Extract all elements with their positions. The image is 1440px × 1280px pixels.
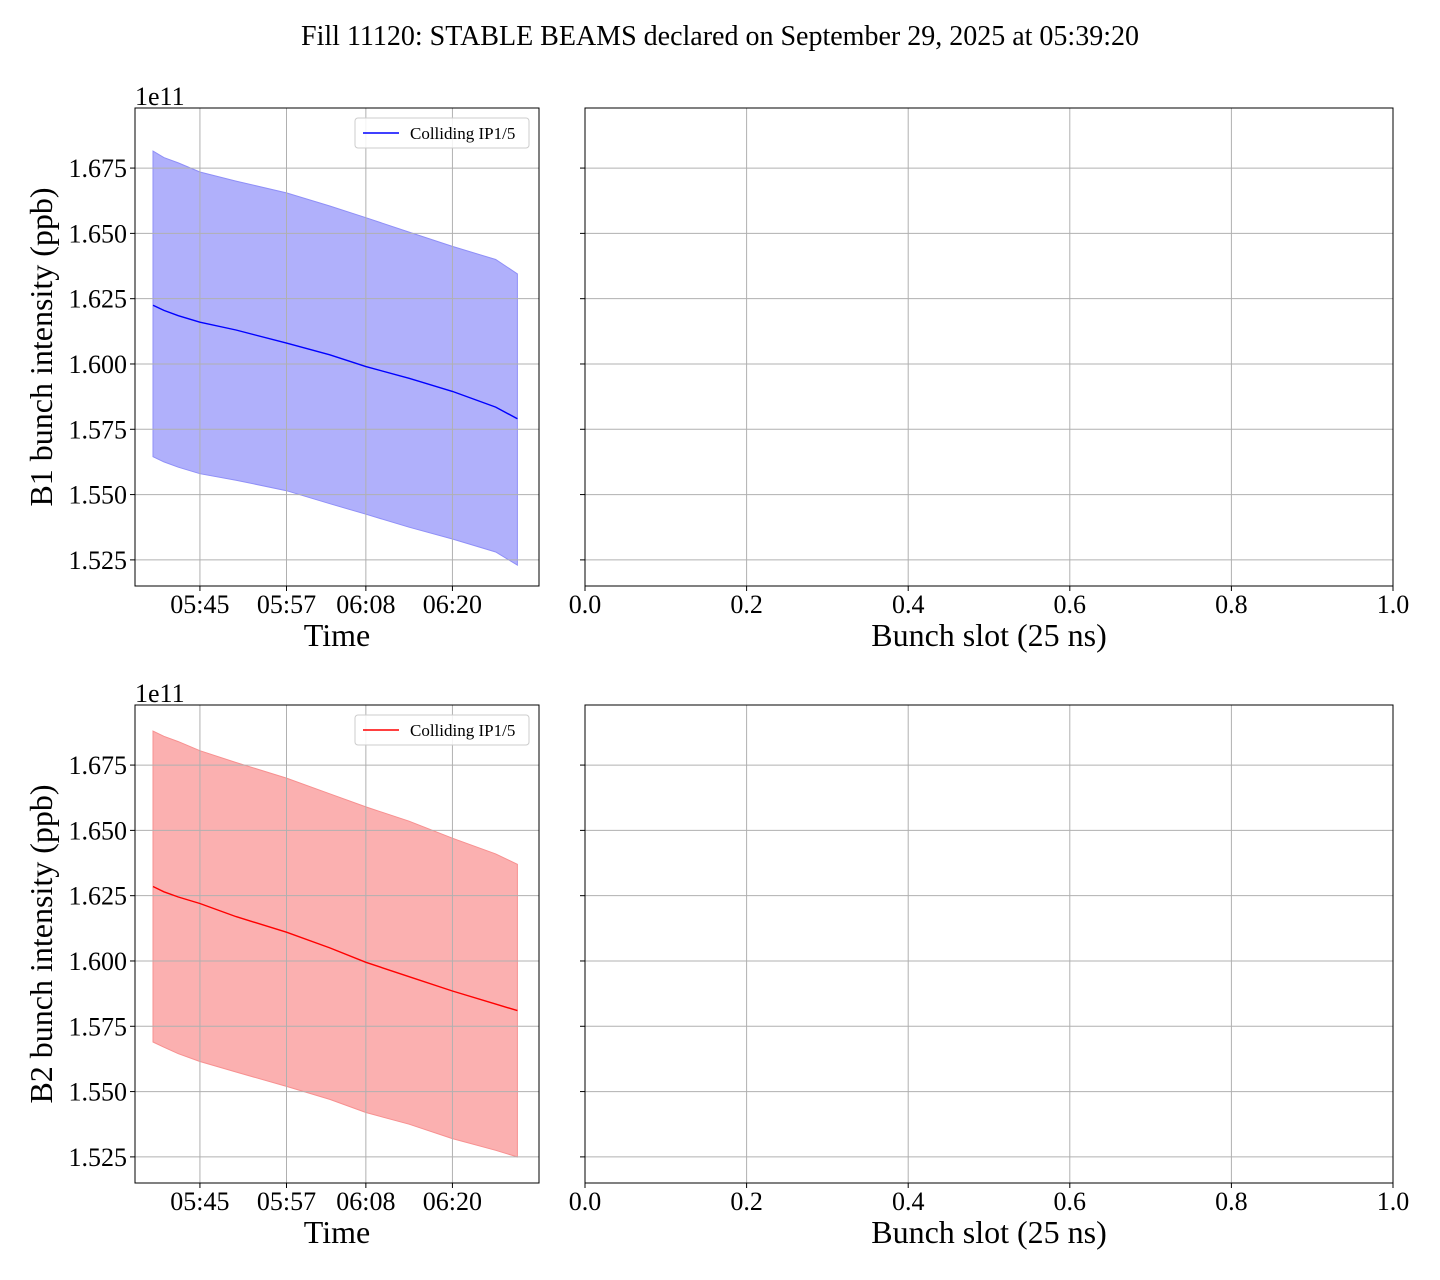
y-tick-label: 1.600 bbox=[69, 947, 128, 976]
x-tick-label: 1.0 bbox=[1377, 590, 1410, 619]
legend-box bbox=[354, 714, 530, 746]
legend-label: Colliding IP1/5 bbox=[410, 124, 515, 143]
y-tick-label: 1.575 bbox=[69, 415, 128, 444]
y-tick-label: 1.675 bbox=[69, 751, 128, 780]
legend: Colliding IP1/5 bbox=[354, 117, 530, 149]
axes-frame bbox=[134, 704, 540, 1184]
y-tick-label: 1.550 bbox=[69, 481, 128, 510]
y-tick-label: 1.525 bbox=[69, 546, 128, 575]
x-axis-label: Time bbox=[304, 617, 370, 653]
axes-frame bbox=[134, 107, 540, 587]
y-tick-label: 1.625 bbox=[69, 285, 128, 314]
y-offset-label: 1e11 bbox=[135, 82, 185, 111]
panel-b2-slot: 0.0 0.2 0.4 0.6 0.8 1.0 Bunch slot (25 ns) bbox=[569, 704, 1410, 1250]
y-tick-label: 1.575 bbox=[69, 1012, 128, 1041]
x-tick-label: 0.0 bbox=[569, 590, 602, 619]
panel-b2-time: 05:45 05:57 06:08 06:20 1.525 1.550 1.575 1.600… bbox=[23, 679, 540, 1250]
y-tick-label: 1.650 bbox=[69, 816, 128, 845]
x-tick-label: 05:57 bbox=[257, 590, 316, 619]
y-axis-label: B2 bunch intensity (ppb) bbox=[23, 784, 59, 1103]
y-offset-label: 1e11 bbox=[135, 679, 185, 708]
mean-line bbox=[152, 304, 518, 420]
axes-frame bbox=[584, 704, 1394, 1184]
y-tick-label: 1.525 bbox=[69, 1143, 128, 1172]
mean-line bbox=[152, 885, 518, 1012]
x-tick-label: 0.2 bbox=[730, 1187, 763, 1216]
y-tick-label: 1.550 bbox=[69, 1078, 128, 1107]
panel-b1-time: 05:45 05:57 06:08 06:20 1.525 1.550 1.575 1.600… bbox=[23, 82, 540, 653]
x-tick-label: 05:57 bbox=[257, 1187, 316, 1216]
legend-box bbox=[354, 117, 530, 149]
x-tick-label: 1.0 bbox=[1377, 1187, 1410, 1216]
x-tick-label: 0.4 bbox=[892, 1187, 925, 1216]
x-tick-label: 06:08 bbox=[336, 1187, 395, 1216]
x-tick-label: 0.6 bbox=[1054, 1187, 1087, 1216]
x-tick-label: 0.2 bbox=[730, 590, 763, 619]
x-tick-label: 0.4 bbox=[892, 590, 925, 619]
x-axis-label: Bunch slot (25 ns) bbox=[871, 617, 1107, 653]
y-tick-label: 1.625 bbox=[69, 882, 128, 911]
figure-title: Fill 11120: STABLE BEAMS declared on Sep… bbox=[301, 21, 1139, 52]
x-axis-label: Time bbox=[304, 1214, 370, 1250]
x-tick-label: 05:45 bbox=[170, 1187, 229, 1216]
y-axis-label: B1 bunch intensity (ppb) bbox=[23, 187, 59, 506]
y-tick-label: 1.650 bbox=[69, 219, 128, 248]
panel-b1-slot: 0.0 0.2 0.4 0.6 0.8 1.0 Bunch slot (25 ns) bbox=[569, 107, 1410, 653]
x-tick-label: 0.8 bbox=[1215, 1187, 1248, 1216]
y-tick-label: 1.675 bbox=[69, 154, 128, 183]
x-axis-label: Bunch slot (25 ns) bbox=[871, 1214, 1107, 1250]
y-tick-label: 1.600 bbox=[69, 350, 128, 379]
legend: Colliding IP1/5 bbox=[354, 714, 530, 746]
x-tick-label: 06:08 bbox=[336, 590, 395, 619]
axes-frame bbox=[584, 107, 1394, 587]
x-tick-label: 0.8 bbox=[1215, 590, 1248, 619]
x-tick-label: 06:20 bbox=[423, 590, 482, 619]
x-tick-label: 06:20 bbox=[423, 1187, 482, 1216]
x-tick-label: 0.6 bbox=[1054, 590, 1087, 619]
x-tick-label: 05:45 bbox=[170, 590, 229, 619]
x-tick-label: 0.0 bbox=[569, 1187, 602, 1216]
legend-label: Colliding IP1/5 bbox=[410, 721, 515, 740]
